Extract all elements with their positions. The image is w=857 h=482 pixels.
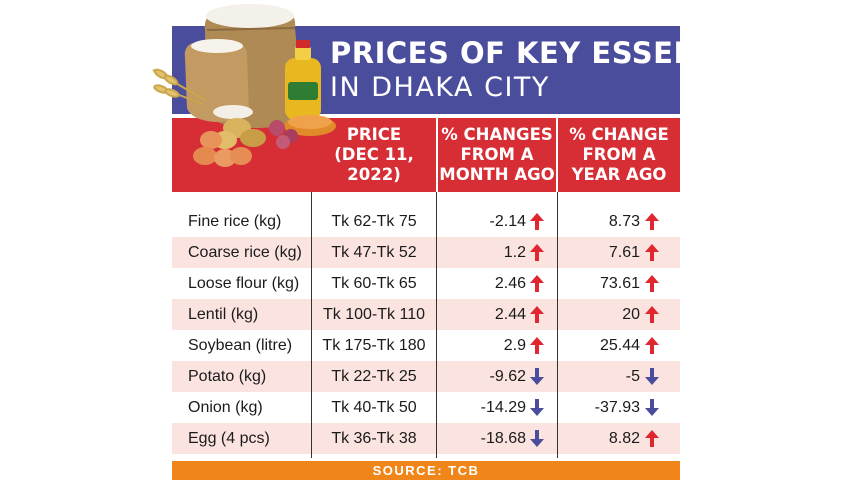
column-divider xyxy=(436,192,437,458)
item-name: Fine rice (kg) xyxy=(188,213,282,230)
month-change-value: -14.29 xyxy=(480,399,526,416)
price-range: Tk 22-Tk 25 xyxy=(331,368,417,385)
month-change-value: 2.44 xyxy=(494,306,526,323)
arrow-up-icon xyxy=(645,306,659,323)
food-illustration xyxy=(152,4,336,167)
arrow-down-icon xyxy=(530,430,544,447)
arrow-up-icon xyxy=(645,337,659,354)
item-name: Soybean (litre) xyxy=(188,337,293,354)
header-price: PRICE (DEC 11, 2022) xyxy=(334,125,414,184)
price-range: Tk 100-Tk 110 xyxy=(323,306,425,323)
table-row: Soybean (litre) Tk 175-Tk 180 2.9 25.44 xyxy=(172,330,680,361)
header-divider xyxy=(436,118,438,192)
flour-pile xyxy=(191,39,243,53)
table-row: Loose flour (kg) Tk 60-Tk 65 2.46 73.61 xyxy=(172,268,680,299)
column-divider xyxy=(557,192,558,458)
arrow-down-icon xyxy=(530,368,544,385)
rice-pile xyxy=(206,4,294,28)
arrow-up-icon xyxy=(645,213,659,230)
arrow-up-icon xyxy=(530,306,544,323)
header-year-change: % CHANGE FROM A YEAR AGO xyxy=(569,125,669,184)
table-row: Potato (kg) Tk 22-Tk 25 -9.62 -5 xyxy=(172,361,680,392)
price-range: Tk 40-Tk 50 xyxy=(331,399,417,416)
month-change-value: 1.2 xyxy=(503,244,526,261)
table-row: Onion (kg) Tk 40-Tk 50 -14.29 -37.93 xyxy=(172,392,680,423)
year-change-value: 25.44 xyxy=(599,337,640,354)
year-change-value: 7.61 xyxy=(608,244,640,261)
year-change-value: 8.73 xyxy=(608,213,640,230)
month-change-value: 2.9 xyxy=(503,337,526,354)
table-row: Fine rice (kg) Tk 62-Tk 75 -2.14 8.73 xyxy=(172,206,680,237)
year-change-value: -5 xyxy=(625,368,640,385)
source-bar: SOURCE: TCB xyxy=(172,461,680,480)
arrow-up-icon xyxy=(645,430,659,447)
arrow-down-icon xyxy=(645,399,659,416)
title-line-1: PRICES OF KEY ESSENTIALS xyxy=(330,36,794,70)
year-change-value: 73.61 xyxy=(599,275,640,292)
item-name: Onion (kg) xyxy=(188,399,263,416)
year-change-value: -37.93 xyxy=(594,399,640,416)
arrow-up-icon xyxy=(530,244,544,261)
price-range: Tk 62-Tk 75 xyxy=(331,213,417,230)
arrow-down-icon xyxy=(530,399,544,416)
price-range: Tk 47-Tk 52 xyxy=(331,244,417,261)
header-month-change: % CHANGES FROM A MONTH AGO xyxy=(439,125,555,184)
month-change-value: -2.14 xyxy=(489,213,526,230)
year-change-value: 8.82 xyxy=(608,430,640,447)
item-name: Loose flour (kg) xyxy=(188,275,300,292)
title-line-2: IN DHAKA CITY xyxy=(330,72,550,103)
price-range: Tk 36-Tk 38 xyxy=(331,430,417,447)
year-change-value: 20 xyxy=(622,306,640,323)
flour-sack xyxy=(184,42,249,122)
month-change-value: -18.68 xyxy=(480,430,526,447)
arrow-up-icon xyxy=(530,213,544,230)
egg-icon xyxy=(200,131,222,149)
item-name: Potato (kg) xyxy=(188,368,267,385)
arrow-up-icon xyxy=(645,244,659,261)
item-name: Egg (4 pcs) xyxy=(188,430,270,447)
wheat-icon xyxy=(152,68,206,105)
table-row: Egg (4 pcs) Tk 36-Tk 38 -18.68 8.82 xyxy=(172,423,680,454)
item-name: Lentil (kg) xyxy=(188,306,259,323)
arrow-down-icon xyxy=(645,368,659,385)
table-row: Lentil (kg) Tk 100-Tk 110 2.44 20 xyxy=(172,299,680,330)
arrow-up-icon xyxy=(645,275,659,292)
arrow-up-icon xyxy=(530,275,544,292)
column-divider xyxy=(311,192,312,458)
price-range: Tk 60-Tk 65 xyxy=(331,275,417,292)
header-divider xyxy=(556,118,558,192)
month-change-value: 2.46 xyxy=(494,275,526,292)
onion-icon xyxy=(269,120,285,136)
table-row: Coarse rice (kg) Tk 47-Tk 52 1.2 7.61 xyxy=(172,237,680,268)
arrow-up-icon xyxy=(530,337,544,354)
item-name: Coarse rice (kg) xyxy=(188,244,302,261)
month-change-value: -9.62 xyxy=(489,368,526,385)
price-range: Tk 175-Tk 180 xyxy=(322,337,426,354)
